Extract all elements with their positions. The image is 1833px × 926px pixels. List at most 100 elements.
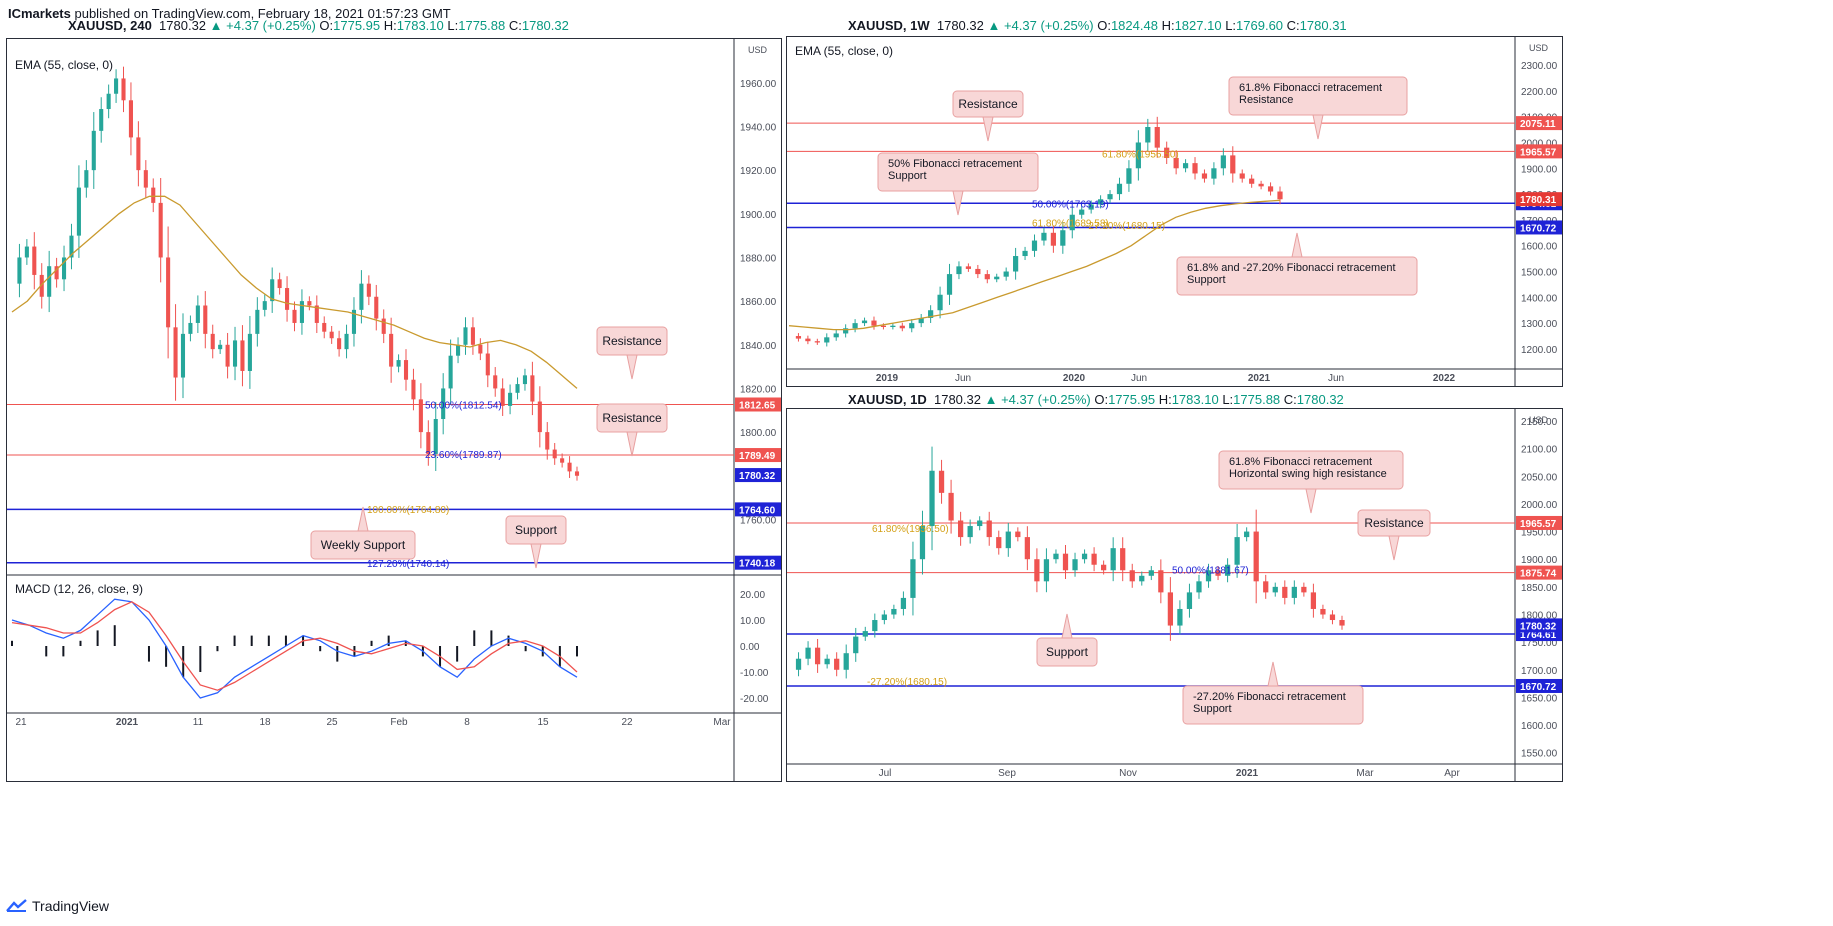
- candle-body: [843, 328, 849, 334]
- time-tick-label: Mar: [1356, 768, 1374, 779]
- candle-body: [824, 337, 830, 343]
- candle-body: [967, 526, 973, 538]
- price-tick-label: 1900.00: [740, 210, 777, 221]
- candle-body: [805, 338, 811, 342]
- candle-body: [975, 268, 981, 275]
- candle-body: [39, 274, 44, 297]
- fib-level-label: 50.00%(1881.67): [1172, 565, 1249, 576]
- callout-text: Resistance: [602, 411, 662, 425]
- w1-chart-panel[interactable]: 1200.001300.001400.001500.001600.001700.…: [786, 36, 1563, 387]
- candle-body: [1291, 586, 1297, 598]
- candle-body: [1079, 209, 1085, 215]
- callout-text: Resistance: [958, 97, 1018, 111]
- candle-body: [929, 470, 935, 527]
- candle-body: [478, 344, 483, 354]
- candle-body: [545, 432, 550, 450]
- candle-body: [1116, 183, 1123, 195]
- candle-body: [441, 388, 446, 420]
- candle-body: [1148, 570, 1154, 576]
- callout-pointer: [626, 354, 638, 380]
- candle-body: [1282, 586, 1288, 598]
- d1-chart-panel[interactable]: 1550.00 1600.00 1650.00 1700.00 1750.00 1800.…: [786, 408, 1563, 782]
- candle-body: [463, 327, 468, 345]
- price-tick-label: 1940.00: [740, 122, 777, 133]
- publisher-name[interactable]: ICmarkets: [8, 6, 71, 21]
- candle-body: [418, 399, 423, 433]
- candle-body: [1139, 575, 1145, 582]
- candle-body: [508, 392, 513, 406]
- h4-high: 1783.10: [396, 18, 444, 33]
- price-tick-label: 1800.00: [740, 428, 777, 439]
- price-tick-label: 1850.00: [1521, 583, 1558, 594]
- candle-body: [814, 647, 821, 665]
- candle-body: [1101, 564, 1107, 571]
- candle-body: [552, 449, 557, 459]
- candle-body: [1320, 608, 1326, 615]
- resistance-level-label: 1965.57: [1520, 519, 1557, 530]
- candle-body: [255, 309, 260, 334]
- candle-body: [881, 614, 887, 621]
- time-tick-label: Nov: [1119, 768, 1137, 779]
- candle-body: [1329, 614, 1336, 621]
- price-tick-label: 1920.00: [740, 166, 777, 177]
- resistance-level-tag: [735, 448, 781, 463]
- w1-chart-svg[interactable]: 1200.001300.001400.001500.001600.001700.…: [787, 37, 1563, 387]
- candle-body: [106, 93, 111, 110]
- candle-body: [862, 631, 868, 637]
- candle-body: [919, 526, 926, 560]
- price-tick-label: 1300.00: [1521, 319, 1558, 330]
- candle-body: [1173, 157, 1179, 169]
- last-price-tag: [735, 468, 781, 483]
- time-tick-label: 8: [464, 717, 470, 728]
- h4-last: 1780.32: [159, 18, 207, 33]
- w1-symbol: XAUUSD, 1W: [848, 18, 930, 33]
- callout-pointer: [626, 431, 638, 457]
- candle-body: [956, 266, 962, 275]
- candle-body: [91, 130, 96, 171]
- candle-body: [232, 340, 238, 367]
- candle-body: [1062, 553, 1069, 571]
- callout-pointer: [357, 506, 369, 532]
- candle-body: [948, 492, 954, 521]
- resistance-level-tag: [1516, 565, 1562, 580]
- candle-body: [1224, 564, 1231, 576]
- time-tick-label: 2022: [1433, 373, 1456, 384]
- d1-symbol: XAUUSD, 1D: [848, 392, 927, 407]
- candle-body: [1081, 553, 1088, 560]
- candle-body: [24, 246, 29, 258]
- candle-body: [322, 322, 327, 332]
- price-tick-label: 1840.00: [740, 341, 777, 352]
- macd-tick-label: -20.00: [740, 694, 769, 705]
- h4-chart-svg[interactable]: 1760.001780.001800.001820.001840.001860.…: [7, 39, 782, 782]
- tradingview-footer[interactable]: TradingView: [6, 898, 109, 914]
- h4-chart-panel[interactable]: 1760.001780.001800.001820.001840.001860.…: [6, 38, 782, 782]
- indicator-label: EMA (55, close, 0): [15, 58, 113, 72]
- tradingview-logo-icon: [6, 899, 27, 912]
- candle-body: [47, 266, 52, 297]
- price-tick-label: 2200.00: [1521, 87, 1558, 98]
- resistance-level-label: 1789.49: [739, 451, 776, 462]
- price-tick-label: 1550.00: [1521, 749, 1558, 760]
- candle-body: [928, 310, 934, 318]
- callout-text: Support: [515, 523, 558, 537]
- candle-body: [203, 305, 208, 334]
- candle-body: [1034, 559, 1040, 582]
- candle-body: [277, 279, 282, 289]
- callout-pointer: [1291, 232, 1303, 258]
- candle-body: [158, 202, 163, 258]
- price-tick-label: 1400.00: [1521, 293, 1558, 304]
- resistance-level-label: 1875.74: [1520, 569, 1557, 580]
- support-level-label: 1764.61: [1520, 630, 1557, 641]
- callout-text: Resistance: [1239, 94, 1293, 106]
- candle-body: [1215, 570, 1221, 576]
- candle-body: [1110, 548, 1116, 571]
- d1-chart-svg[interactable]: 1550.00 1600.00 1650.00 1700.00 1750.00 1800.…: [787, 409, 1563, 782]
- candle-body: [136, 137, 141, 171]
- w1-change: ▲ +4.37 (+0.25%): [987, 18, 1094, 33]
- d1-low: 1775.88: [1233, 392, 1281, 407]
- candle-body: [433, 419, 438, 454]
- callout-text: Support: [1187, 274, 1226, 286]
- candle-body: [1301, 586, 1307, 593]
- candle-body: [359, 283, 364, 310]
- macd-label: MACD (12, 26, close, 9): [15, 582, 143, 596]
